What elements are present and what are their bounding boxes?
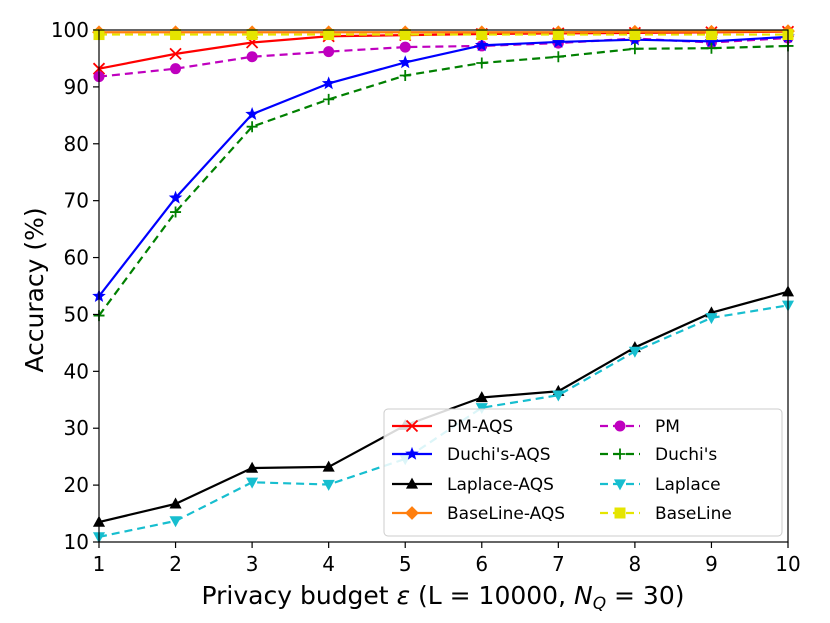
x-tick-label: 3 <box>246 552 259 576</box>
series-layer <box>92 24 795 544</box>
data-point <box>476 57 488 69</box>
plot-frame <box>98 29 789 543</box>
data-point <box>629 43 641 55</box>
legend-entries: PM-AQS PM Duchi's-AQS Duchi's Laplace-AQS Lap… <box>392 417 732 524</box>
data-point <box>628 346 641 358</box>
data-point <box>169 516 182 528</box>
y-tick-label: 90 <box>64 75 89 99</box>
data-point <box>476 29 488 41</box>
legend-item-laplace: Laplace <box>600 475 721 495</box>
x-tick-label: 8 <box>629 552 642 576</box>
legend-label: Duchi's <box>655 445 717 465</box>
legend-marker <box>614 420 626 432</box>
data-point <box>245 107 259 120</box>
y-tick-label: 40 <box>64 359 89 383</box>
legend-label: Laplace-AQS <box>447 475 554 495</box>
legend-label: PM-AQS <box>447 417 513 437</box>
legend: PM-AQS PM Duchi's-AQS Duchi's Laplace-AQS Lap… <box>383 408 783 537</box>
data-point <box>323 29 335 41</box>
legend-marker <box>405 477 419 489</box>
data-point <box>246 477 259 489</box>
y-tick-label: 30 <box>64 416 89 440</box>
data-point <box>323 93 335 105</box>
data-point <box>169 497 182 509</box>
data-point <box>474 38 489 52</box>
data-point <box>552 390 565 402</box>
data-point <box>398 55 413 69</box>
legend-marker <box>614 448 626 460</box>
x-tick-label: 6 <box>475 552 488 576</box>
data-point <box>399 29 411 41</box>
data-point <box>399 41 411 53</box>
legend-item-laplace-aqs: Laplace-AQS <box>392 475 554 495</box>
data-point <box>321 76 336 90</box>
legend-item-baseline-aqs: BaseLine-AQS <box>392 504 565 524</box>
data-point <box>246 461 259 473</box>
data-point <box>705 42 717 54</box>
y-tick-label: 20 <box>64 473 89 497</box>
x-tick-label: 9 <box>705 552 718 576</box>
data-point <box>322 479 335 491</box>
y-tick-label: 100 <box>51 18 89 42</box>
data-point <box>168 190 183 204</box>
x-tick-label: 4 <box>322 552 335 576</box>
data-point <box>705 313 718 325</box>
legend-item-pm-aqs: PM-AQS <box>392 417 513 437</box>
series-line <box>99 30 789 34</box>
x-tick-label: 1 <box>93 552 106 576</box>
x-tick-label: 10 <box>775 552 800 576</box>
data-point <box>704 34 719 48</box>
data-point <box>170 63 182 75</box>
legend-item-duchi-s: Duchi's <box>600 445 717 465</box>
x-tick-label: 2 <box>169 552 182 576</box>
legend-marker <box>405 446 419 460</box>
data-point <box>246 121 258 133</box>
legend-box <box>383 408 783 537</box>
data-point <box>551 34 566 48</box>
x-tick-label: 5 <box>399 552 412 576</box>
x-axis-title: Privacy budget ε (L = 10000, NQ = 30) <box>202 581 685 614</box>
legend-label: BaseLine-AQS <box>447 504 565 524</box>
data-point <box>399 70 411 82</box>
y-tick-label: 60 <box>64 246 89 270</box>
legend-item-pm: PM <box>600 417 680 437</box>
data-point <box>323 46 335 58</box>
x-axis-ticks: 1 2 3 4 5 6 7 8 9 10 <box>93 542 801 576</box>
data-point <box>170 206 182 218</box>
data-point <box>322 460 335 472</box>
series-duchi-s <box>93 40 794 322</box>
legend-label: Duchi's-AQS <box>447 445 551 465</box>
legend-marker <box>614 507 626 519</box>
data-point <box>475 391 488 403</box>
legend-marker <box>405 506 419 520</box>
y-tick-label: 10 <box>64 530 89 554</box>
data-point <box>246 29 258 41</box>
y-axis-ticks: 10 20 30 40 50 60 70 80 90 100 <box>51 18 99 554</box>
legend-marker <box>613 479 627 491</box>
data-point <box>552 51 564 63</box>
series-line <box>98 35 789 297</box>
y-tick-label: 50 <box>64 302 89 326</box>
y-tick-label: 70 <box>64 189 89 213</box>
x-tick-label: 7 <box>552 552 565 576</box>
legend-label: PM <box>655 417 680 437</box>
legend-label: BaseLine <box>655 504 732 524</box>
legend-item-baseline: BaseLine <box>600 504 732 524</box>
y-tick-label: 80 <box>64 132 89 156</box>
data-point <box>169 47 182 61</box>
legend-item-duchi-s-aqs: Duchi's-AQS <box>392 445 551 465</box>
series-line <box>98 44 789 317</box>
data-point <box>246 51 258 63</box>
legend-label: Laplace <box>655 475 721 495</box>
data-point <box>170 29 182 41</box>
data-point <box>552 29 564 41</box>
data-point <box>629 29 641 41</box>
data-point <box>705 29 717 41</box>
legend-marker <box>405 419 419 433</box>
y-axis-title: Accuracy (%) <box>20 207 49 372</box>
